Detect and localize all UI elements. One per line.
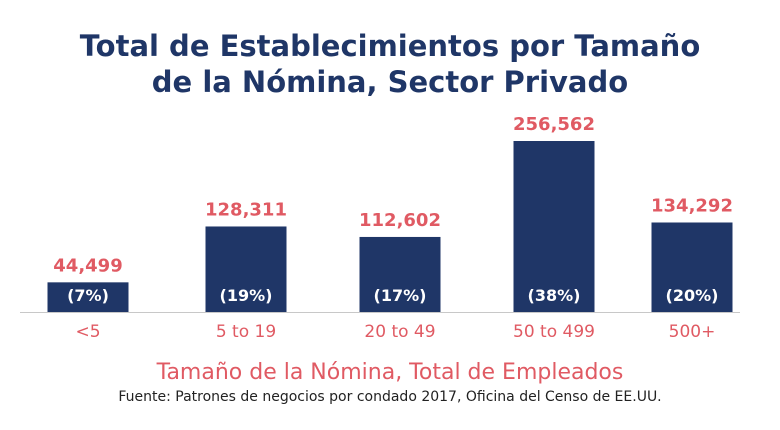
tick-label-5: 500+ [669,322,716,342]
chart-title: Total de Establecimientos por Tamaño de … [0,28,780,100]
bar-4 [513,141,595,312]
source-note: Fuente: Patrones de negocios por condado… [118,389,662,405]
x-axis-label: Tamaño de la Nómina, Total de Empleados [156,360,624,385]
share-label-3: (17%) [374,286,427,305]
title-line-1: Total de Establecimientos por Tamaño [79,29,701,63]
share-label-2: (19%) [220,286,273,305]
tick-label-3: 20 to 49 [364,322,435,342]
bar-3 [359,236,441,312]
share-label-1: (7%) [67,286,109,305]
tick-label-2: 5 to 19 [216,322,276,342]
data-label-2: 128,311 [205,199,287,220]
data-label-4: 256,562 [513,114,595,135]
data-label-1: 44,499 [53,255,122,276]
share-label-5: (20%) [666,286,719,305]
bar-2 [205,226,287,312]
title-line-2: de la Nómina, Sector Privado [151,65,629,99]
tick-label-1: <5 [75,322,100,342]
bar-1 [47,282,129,312]
bar-5 [651,222,733,312]
tick-label-4: 50 to 499 [513,322,595,342]
data-label-3: 112,602 [359,210,441,231]
share-label-4: (38%) [528,286,581,305]
data-label-5: 134,292 [651,195,733,216]
